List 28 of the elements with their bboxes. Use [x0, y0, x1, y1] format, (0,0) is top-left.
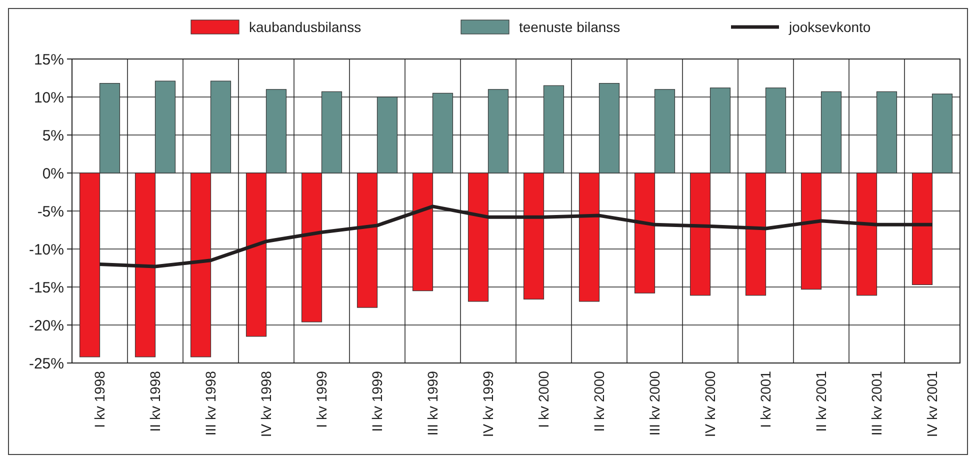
x-tick-label: III kv 2001 [868, 370, 885, 436]
x-tick-label: III kv 1999 [424, 370, 441, 436]
x-tick-label: II kv 2000 [591, 370, 608, 432]
x-tick-label: I kv 1998 [92, 370, 108, 428]
x-tick-label: II kv 1998 [147, 370, 164, 432]
y-tick-label: 10% [34, 89, 64, 106]
x-tick-label: III kv 1998 [202, 370, 219, 436]
x-tick-label: IV kv 2001 [924, 370, 940, 438]
y-tick-label: -10% [28, 241, 64, 258]
y-tick-label: -15% [28, 279, 64, 296]
y-tick-label: 15% [34, 51, 64, 68]
legend-label: teenuste bilanss [519, 18, 620, 35]
x-tick-label: I kv 2001 [758, 370, 774, 428]
y-tick-label: -25% [28, 355, 64, 372]
x-tick-label: III kv 2000 [646, 370, 663, 436]
x-tick-label: IV kv 2000 [702, 370, 718, 438]
x-tick-label: II kv 1999 [369, 370, 386, 432]
x-tick-label: II kv 2001 [813, 370, 830, 432]
x-tick-label: IV kv 1999 [480, 370, 496, 438]
x-tick-label: IV kv 1998 [258, 370, 274, 438]
y-tick-label: 0% [42, 165, 64, 182]
y-tick-label: 5% [42, 127, 64, 144]
legend-label: kaubandusbilanss [249, 18, 362, 35]
x-tick-label: I kv 2000 [536, 370, 552, 428]
y-tick-label: -20% [28, 317, 64, 334]
x-tick-label: I kv 1999 [314, 370, 330, 428]
y-tick-label: -5% [37, 203, 64, 220]
legend-label: jooksevkonto [788, 18, 871, 35]
